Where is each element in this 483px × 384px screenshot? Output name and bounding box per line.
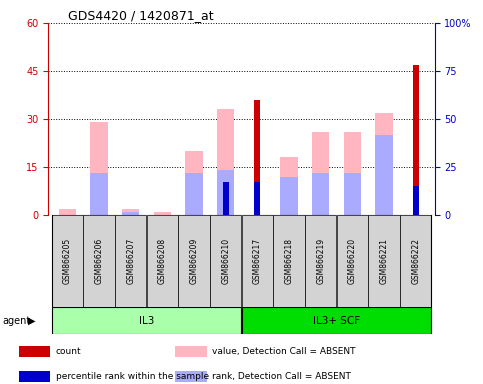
Bar [122,212,140,215]
Text: GSM866208: GSM866208 [158,238,167,284]
Bar [343,174,361,215]
Text: GSM866205: GSM866205 [63,238,72,284]
Bar [185,151,203,215]
Text: GSM866220: GSM866220 [348,238,357,284]
Bar [154,212,171,215]
Bar [217,109,234,215]
Text: rank, Detection Call = ABSENT: rank, Detection Call = ABSENT [212,372,351,381]
Bar [19,346,50,357]
Bar [210,215,242,307]
Bar [242,307,431,334]
Bar [255,182,260,215]
Bar [312,132,329,215]
Text: GSM866207: GSM866207 [126,238,135,284]
Text: IL3+ SCF: IL3+ SCF [313,316,360,326]
Bar [185,174,203,215]
Text: value, Detection Call = ABSENT: value, Detection Call = ABSENT [212,347,355,356]
Text: GSM866218: GSM866218 [284,238,294,284]
Bar [305,215,336,307]
Bar [175,346,207,357]
Bar [122,209,140,215]
Text: GSM866219: GSM866219 [316,238,325,284]
Bar [280,157,298,215]
Bar [312,174,329,215]
Bar [337,215,368,307]
Text: GSM866209: GSM866209 [189,238,199,284]
Bar [90,174,108,215]
Bar [369,215,400,307]
Bar [343,132,361,215]
Bar [400,215,431,307]
Bar [58,209,76,215]
Bar [83,215,114,307]
Text: GSM866217: GSM866217 [253,238,262,284]
Bar [280,177,298,215]
Bar [413,65,419,215]
Bar [52,307,242,334]
Bar [175,371,207,382]
Bar [413,186,419,215]
Bar [52,215,83,307]
Text: count: count [56,347,81,356]
Text: agent: agent [2,316,30,326]
Text: GSM866210: GSM866210 [221,238,230,284]
Bar [217,170,234,215]
Bar [273,215,305,307]
Bar [255,100,260,215]
Text: GDS4420 / 1420871_at: GDS4420 / 1420871_at [68,9,213,22]
Bar [178,215,210,307]
Text: IL3: IL3 [139,316,154,326]
Bar [375,135,393,215]
Bar [242,215,273,307]
Bar [19,371,50,382]
Text: GSM866222: GSM866222 [411,238,420,284]
Bar [223,182,228,215]
Bar [147,215,178,307]
Text: ▶: ▶ [28,316,36,326]
Bar [375,113,393,215]
Text: GSM866221: GSM866221 [380,238,388,284]
Text: GSM866206: GSM866206 [95,238,103,284]
Bar [115,215,146,307]
Text: percentile rank within the sample: percentile rank within the sample [56,372,209,381]
Bar [90,122,108,215]
